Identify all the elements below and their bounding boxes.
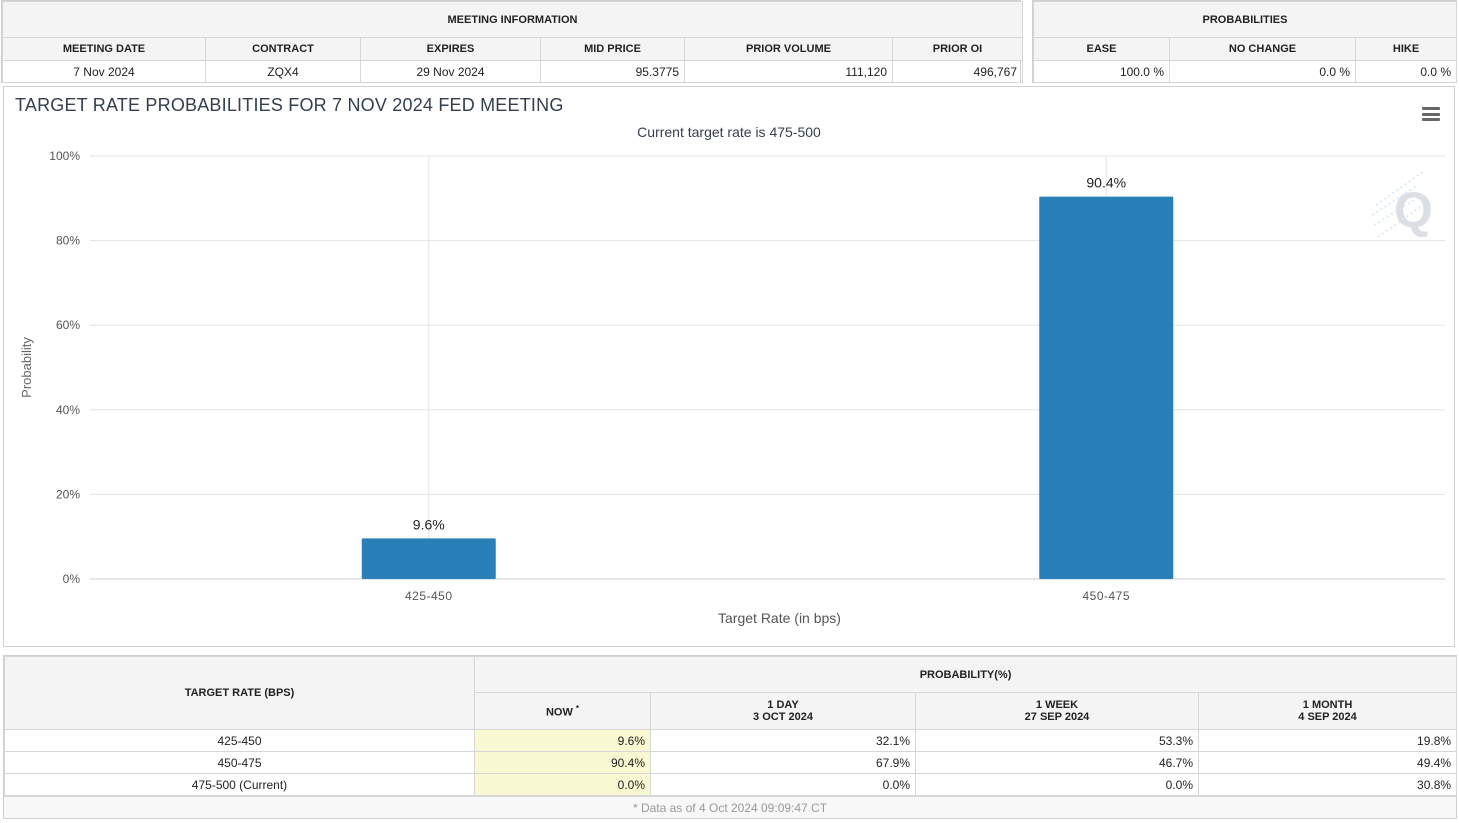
contract-value: ZQX4 [205,60,361,83]
month-cell: 19.8% [1197,729,1458,752]
x-tick-label: 450-475 [1082,589,1130,603]
hamburger-menu-icon[interactable] [1422,107,1440,121]
y-tick-label: 100% [49,149,80,163]
bar-425-450 [361,538,496,579]
prior-oi-value: 496,767 [892,60,1023,83]
y-axis-title: Probability [19,337,34,398]
meeting-date-value: 7 Nov 2024 [2,60,206,83]
col-meeting-date: MEETING DATE [2,37,206,61]
col-hike: HIKE [1354,37,1458,61]
prior-volume-value: 111,120 [684,60,893,83]
target-rate-header: TARGET RATE (BPS) [4,656,475,730]
data-label: 90.4% [1086,175,1126,191]
week-cell: 0.0% [915,773,1199,796]
one-week-header: 1 WEEK 27 SEP 2024 [915,692,1199,730]
month-cell: 49.4% [1197,751,1458,774]
ease-value: 100.0 % [1033,60,1170,83]
target-rate-chart-panel: 0% 20% 40% 60% 80% 100% 9.6% 425-450 90.4% 450-47… [3,86,1455,647]
table-row: 425-450 9.6% 32.1% 53.3% 19.8% [4,729,1458,752]
day-cell: 32.1% [650,729,916,752]
chart-title: TARGET RATE PROBABILITIES FOR 7 NOV 2024… [15,95,564,115]
x-axis-title: Target Rate (in bps) [718,610,841,626]
col-prior-volume: PRIOR VOLUME [684,37,893,61]
col-mid-price: MID PRICE [540,37,685,61]
now-cell: 0.0% [474,773,651,796]
meeting-information-table: MEETING INFORMATION MEETING DATE CONTRAC… [1,0,1023,83]
probabilities-table: PROBABILITIES EASE NO CHANGE HIKE 100.0 … [1032,0,1458,83]
x-tick-label: 425-450 [405,589,453,603]
one-day-header: 1 DAY 3 OCT 2024 [650,692,916,730]
col-expires: EXPIRES [360,37,541,61]
svg-text:Q: Q [1394,182,1433,238]
bar-450-475 [1039,196,1174,579]
col-contract: CONTRACT [205,37,361,61]
q-logo-watermark-icon: Q [1371,170,1433,238]
rate-cell: 425-450 [4,729,475,752]
col-ease: EASE [1033,37,1170,61]
table-row: 450-475 90.4% 67.9% 46.7% 49.4% [4,751,1458,774]
now-cell: 9.6% [474,729,651,752]
y-tick-label: 0% [63,572,81,586]
table-row: 475-500 (Current) 0.0% 0.0% 0.0% 30.8% [4,773,1458,796]
expires-value: 29 Nov 2024 [360,60,541,83]
rate-cell: 475-500 (Current) [4,773,475,796]
probability-group-header: PROBABILITY(%) [473,656,1458,693]
week-cell: 46.7% [915,751,1199,774]
chart-subtitle: Current target rate is 475-500 [637,124,821,140]
y-tick-label: 40% [56,403,80,417]
y-tick-label: 80% [56,234,80,248]
col-prior-oi: PRIOR OI [892,37,1023,61]
col-no-change: NO CHANGE [1169,37,1356,61]
data-timestamp-footnote: * Data as of 4 Oct 2024 09:09:47 CT [4,796,1456,818]
mid-price-value: 95.3775 [540,60,685,83]
no-change-value: 0.0 % [1169,60,1356,83]
meeting-information-title: MEETING INFORMATION [2,1,1023,38]
now-cell: 90.4% [474,751,651,774]
week-cell: 53.3% [915,729,1199,752]
y-tick-label: 20% [56,487,80,501]
day-cell: 0.0% [650,773,916,796]
hike-value: 0.0 % [1354,60,1458,83]
rate-cell: 450-475 [4,751,475,774]
probabilities-title: PROBABILITIES [1032,1,1458,38]
data-label: 9.6% [413,516,445,532]
y-tick-label: 60% [56,318,80,332]
one-month-header: 1 MONTH 4 SEP 2024 [1197,692,1458,730]
now-header: NOW * [474,692,651,730]
month-cell: 30.8% [1197,773,1458,796]
day-cell: 67.9% [650,751,916,774]
target-rate-chart: 0% 20% 40% 60% 80% 100% 9.6% 425-450 90.4% 450-47… [19,149,1445,626]
probability-history-table: TARGET RATE (BPS) PROBABILITY(%) NOW * 1… [3,655,1458,819]
